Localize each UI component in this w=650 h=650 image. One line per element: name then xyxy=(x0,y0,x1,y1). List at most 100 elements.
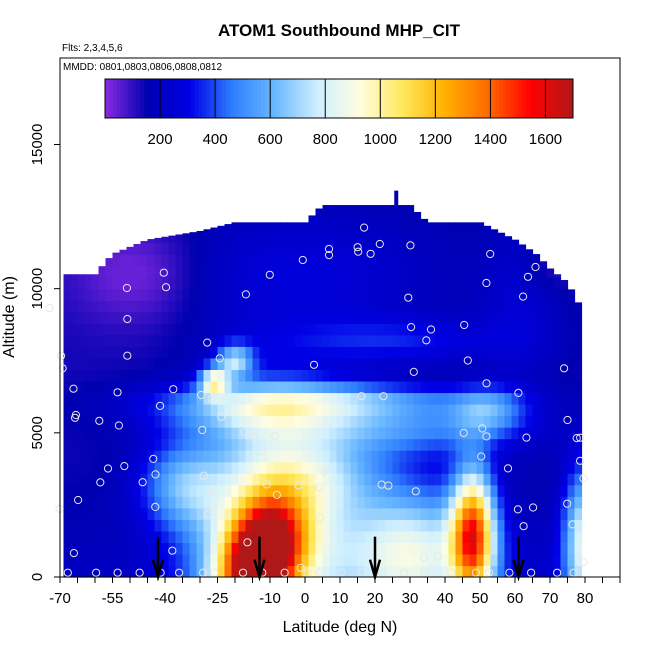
heatmap-cell xyxy=(357,565,366,578)
heatmap-cell xyxy=(385,334,394,347)
heatmap-cell xyxy=(518,565,527,578)
colorbar-segment xyxy=(483,79,488,118)
heatmap-cell xyxy=(567,380,576,394)
heatmap-cell xyxy=(203,450,212,463)
heatmap-cell xyxy=(567,438,576,451)
heatmap-cell xyxy=(224,323,233,336)
heatmap-cell xyxy=(168,438,177,451)
colorbar-segment xyxy=(448,79,453,118)
heatmap-cell xyxy=(105,415,114,428)
heatmap-cell xyxy=(406,219,415,232)
heatmap-cell xyxy=(532,311,541,324)
heatmap-cell xyxy=(280,300,289,313)
heatmap-cell xyxy=(455,450,464,463)
heatmap-cell xyxy=(392,323,401,336)
heatmap-cell xyxy=(413,438,422,451)
heatmap-cell xyxy=(539,427,548,440)
heatmap-cell xyxy=(392,277,401,290)
heatmap-cell xyxy=(490,553,499,567)
heatmap-cell xyxy=(371,438,380,451)
heatmap-cell xyxy=(105,323,114,336)
colorbar-segment xyxy=(300,79,305,118)
heatmap-cell xyxy=(497,565,506,578)
heatmap-cell xyxy=(385,542,394,555)
heatmap-cell xyxy=(280,530,289,543)
heatmap-cell xyxy=(448,461,457,474)
heatmap-cell xyxy=(308,215,317,221)
heatmap-cell xyxy=(532,507,541,520)
heatmap-cell xyxy=(371,242,380,255)
heatmap-cell xyxy=(469,323,478,336)
heatmap-cell xyxy=(434,461,443,474)
heatmap-cell xyxy=(259,288,268,301)
heatmap-cell xyxy=(238,392,247,405)
heatmap-cell xyxy=(105,369,114,382)
heatmap-cell xyxy=(245,300,254,313)
heatmap-cell xyxy=(119,553,128,567)
heatmap-cell xyxy=(217,404,226,417)
heatmap-cell xyxy=(518,334,527,347)
heatmap-cell xyxy=(168,553,177,567)
heatmap-cell xyxy=(399,205,408,209)
y-tick-label: 5000 xyxy=(29,416,46,449)
heatmap-cell xyxy=(77,346,86,359)
heatmap-cell xyxy=(196,542,205,555)
heatmap-cell xyxy=(350,519,359,532)
heatmap-cell xyxy=(238,565,247,578)
heatmap-cell xyxy=(287,288,296,301)
heatmap-cell xyxy=(525,346,534,359)
heatmap-cell xyxy=(210,242,219,255)
heatmap-cell xyxy=(231,438,240,451)
heatmap-cell xyxy=(224,380,233,394)
heatmap-cell xyxy=(259,427,268,440)
heatmap-cell xyxy=(392,231,401,244)
sample-point xyxy=(529,503,538,512)
heatmap-cell xyxy=(182,311,191,324)
heatmap-cell xyxy=(399,392,408,405)
heatmap-cell xyxy=(406,519,415,532)
heatmap-cell xyxy=(252,380,261,394)
heatmap-cell xyxy=(161,553,170,567)
heatmap-cell xyxy=(287,519,296,532)
heatmap-cell xyxy=(252,484,261,497)
heatmap-cell xyxy=(392,496,401,509)
heatmap-cell xyxy=(161,311,170,324)
colorbar-segment xyxy=(233,79,239,118)
colorbar-segment xyxy=(327,79,332,118)
heatmap-cell xyxy=(196,553,205,567)
heatmap-cell xyxy=(147,380,156,394)
heatmap-cell xyxy=(280,369,289,382)
heatmap-cell xyxy=(392,219,401,232)
heatmap-cell xyxy=(154,242,163,255)
heatmap-cell xyxy=(322,288,331,301)
heatmap-cell xyxy=(161,461,170,474)
sample-point xyxy=(447,568,456,577)
heatmap-cell xyxy=(518,323,527,336)
heatmap-cell xyxy=(126,461,135,474)
sample-point xyxy=(433,551,442,561)
heatmap-cell xyxy=(399,254,408,267)
heatmap-cell xyxy=(497,461,506,474)
heatmap-cell xyxy=(175,461,184,474)
heatmap-cell xyxy=(84,392,93,405)
heatmap-cell xyxy=(217,242,226,255)
heatmap-cell xyxy=(518,346,527,359)
heatmap-cell xyxy=(434,542,443,555)
heatmap-cell xyxy=(462,380,471,394)
heatmap-cell xyxy=(364,496,373,509)
heatmap-cell xyxy=(329,392,338,405)
colorbar-segment xyxy=(463,79,469,118)
x-tick-label: 80 xyxy=(577,590,594,607)
heatmap-cell xyxy=(434,496,443,509)
colorbar-segment xyxy=(339,79,344,118)
heatmap-cell xyxy=(385,496,394,509)
heatmap-cell xyxy=(273,404,282,417)
heatmap-cell xyxy=(315,507,324,520)
heatmap-cell xyxy=(105,380,114,394)
heatmap-cell xyxy=(560,542,569,555)
heatmap-cell xyxy=(196,415,205,428)
heatmap-cell xyxy=(350,254,359,267)
colorbar-segment xyxy=(249,79,254,118)
heatmap-cell xyxy=(532,530,541,543)
heatmap-cell xyxy=(91,380,100,394)
